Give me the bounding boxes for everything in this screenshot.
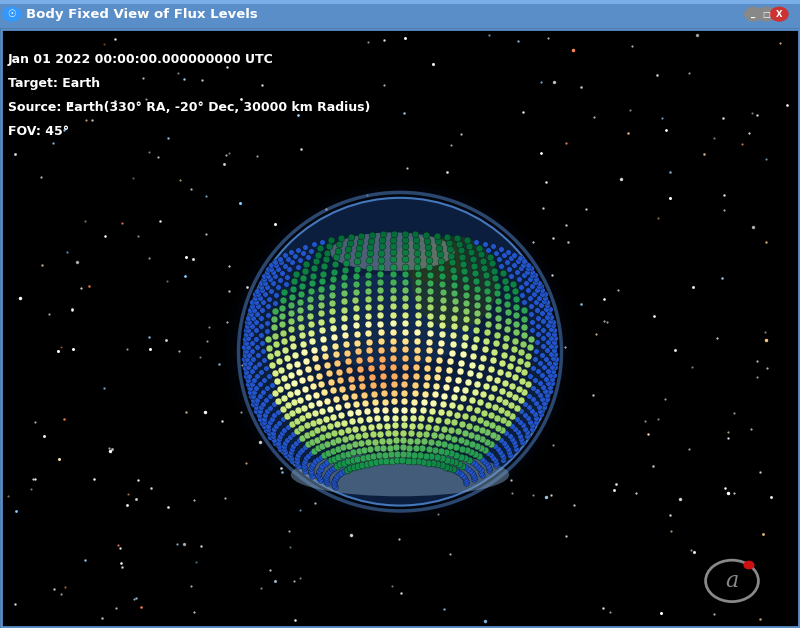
Ellipse shape <box>244 198 556 506</box>
Circle shape <box>770 7 788 21</box>
Ellipse shape <box>236 190 564 513</box>
Text: _: _ <box>751 9 756 19</box>
Text: Target: Earth: Target: Earth <box>8 77 100 90</box>
Circle shape <box>3 7 21 21</box>
Circle shape <box>758 7 775 21</box>
Bar <box>0 0 800 4</box>
Text: Jan 01 2022 00:00:00.000000000 UTC: Jan 01 2022 00:00:00.000000000 UTC <box>8 53 274 67</box>
Circle shape <box>745 7 762 21</box>
Text: ☉: ☉ <box>8 9 16 19</box>
Ellipse shape <box>290 275 478 367</box>
Text: X: X <box>776 9 782 19</box>
Ellipse shape <box>291 453 510 496</box>
Ellipse shape <box>412 236 498 328</box>
Text: FOV: 45°: FOV: 45° <box>8 125 69 138</box>
Text: □: □ <box>762 9 770 19</box>
Ellipse shape <box>226 180 574 524</box>
Ellipse shape <box>396 236 466 283</box>
Ellipse shape <box>231 185 569 518</box>
Bar <box>0 0 800 28</box>
Text: Body Fixed View of Flux Levels: Body Fixed View of Flux Levels <box>26 8 258 21</box>
Circle shape <box>743 561 754 570</box>
Text: a: a <box>726 570 738 592</box>
Ellipse shape <box>330 232 454 271</box>
Text: Source: Earth(330° RA, -20° Dec, 30000 km Radius): Source: Earth(330° RA, -20° Dec, 30000 k… <box>8 101 370 114</box>
